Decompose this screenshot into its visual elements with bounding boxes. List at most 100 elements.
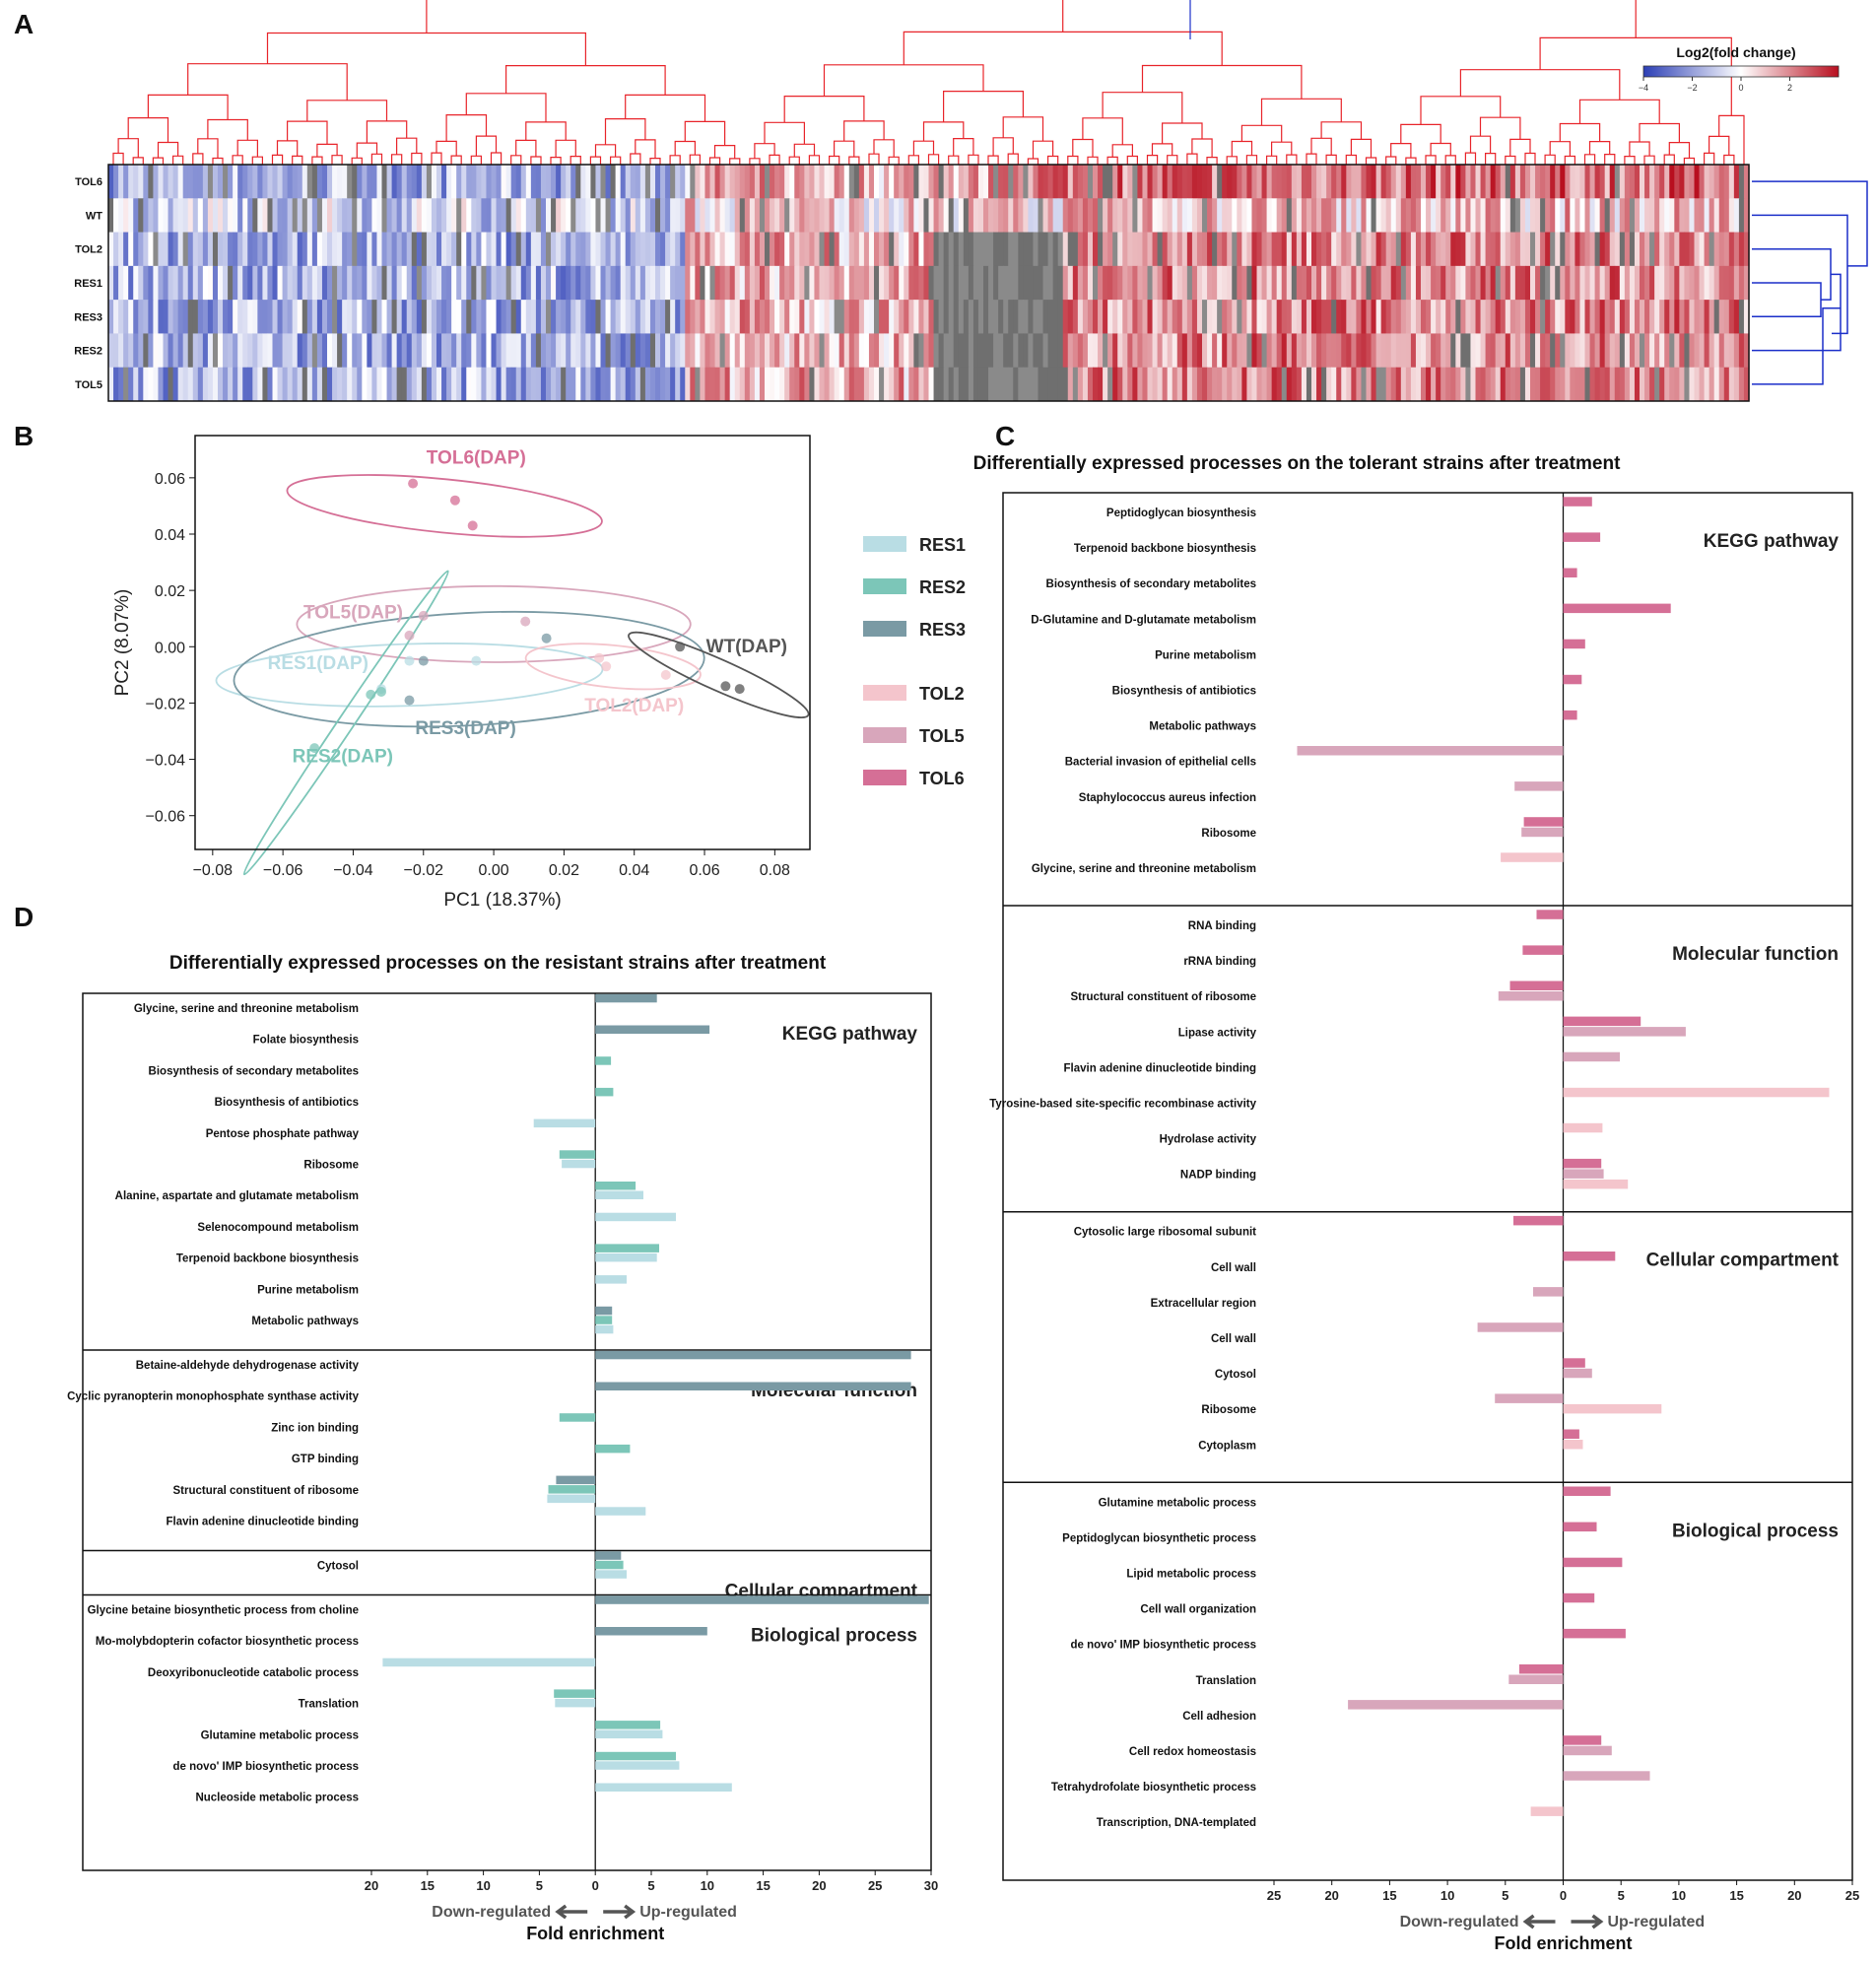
heatmap-cell [371, 165, 378, 199]
heatmap-cell [491, 265, 498, 301]
heatmap-cell [988, 300, 994, 334]
heatmap-cell [1689, 232, 1696, 267]
heatmap-cell [257, 333, 264, 369]
heatmap-cell [1385, 300, 1392, 334]
heatmap-cell [292, 198, 299, 233]
heatmap-cell [1570, 300, 1576, 334]
heatmap-cell [1008, 165, 1014, 199]
heatmap-cell [1436, 232, 1441, 267]
heatmap-cell [486, 165, 493, 199]
heatmap-cell [1042, 300, 1049, 334]
heatmap-cell [585, 232, 592, 267]
heatmap-cell [1093, 198, 1099, 233]
heatmap-cell [1599, 367, 1606, 402]
heatmap-cell [1550, 367, 1556, 402]
heatmap-cell [625, 265, 632, 301]
heatmap-cell [834, 198, 840, 233]
dendrogram-branch [1718, 114, 1745, 165]
heatmap-cell [1341, 367, 1347, 402]
confidence-ellipse [286, 474, 603, 538]
heatmap-cell [1241, 198, 1248, 233]
heatmap-cell [148, 165, 155, 199]
heatmap-cell [1023, 300, 1030, 334]
pca-y-tick-label: 0.06 [155, 471, 185, 488]
heatmap-cell [1033, 165, 1039, 199]
heatmap-cell [729, 333, 736, 369]
heatmap-cell [357, 198, 363, 233]
heatmap-cell [923, 367, 930, 402]
heatmap-cell [1545, 198, 1551, 233]
heatmap-cell [570, 265, 576, 301]
heatmap-cell [1640, 198, 1645, 233]
heatmap-cell [376, 333, 383, 369]
pca-y-tick-label: −0.04 [146, 753, 186, 770]
heatmap-cell [1127, 265, 1133, 301]
heatmap-cell [1336, 165, 1342, 199]
heatmap-cell [814, 232, 821, 267]
heatmap-cell [1584, 300, 1591, 334]
heatmap-cell [734, 165, 741, 199]
heatmap-cell [272, 232, 279, 267]
heatmap-cell [416, 232, 423, 267]
heatmap-cell [1326, 333, 1332, 369]
heatmap-cell [908, 165, 914, 199]
heatmap-cell [1480, 232, 1487, 267]
heatmap-cell [1426, 198, 1432, 233]
heatmap-cell [804, 232, 811, 267]
heatmap-cell [1589, 165, 1596, 199]
heatmap-cell [1351, 333, 1358, 369]
heatmap-cell [546, 300, 552, 334]
heatmap-cell [228, 198, 234, 233]
heatmap-cell [1530, 232, 1536, 267]
heatmap-cell [620, 300, 627, 334]
pca-y-tick-label: 0.04 [155, 527, 185, 544]
heatmap-cell [1107, 198, 1113, 233]
heatmap-cell [884, 300, 890, 334]
heatmap-cell [639, 300, 646, 334]
heatmap-cell [630, 333, 636, 369]
heatmap-cell [491, 300, 498, 334]
heatmap-cell [719, 232, 726, 267]
heatmap-cell [362, 367, 368, 402]
heatmap-cell [1132, 198, 1139, 233]
heatmap-cell [655, 367, 661, 402]
dendrogram-branch [808, 155, 821, 165]
heatmap-cell [1500, 198, 1507, 233]
heatmap-cell [1356, 232, 1363, 267]
heatmap-cell [988, 265, 994, 301]
heatmap-cell [347, 198, 353, 233]
colorbar-tick-label: 0 [1738, 83, 1743, 93]
heatmap-cell [1093, 367, 1099, 402]
heatmap-cell [525, 265, 532, 301]
heatmap-cell [838, 333, 845, 369]
heatmap-cell [1366, 333, 1373, 369]
pca-x-tick-label: 0.06 [689, 862, 719, 879]
heatmap-cell [1222, 232, 1228, 267]
heatmap-cell [858, 165, 865, 199]
heatmap-cell [660, 367, 666, 402]
right-arrow-icon [603, 1904, 636, 1920]
heatmap-cell [993, 198, 999, 233]
heatmap-cell [1241, 265, 1248, 301]
dendrogram-branch [1643, 155, 1655, 165]
heatmap-cell [1232, 300, 1238, 334]
heatmap-cell [635, 232, 641, 267]
heatmap-cell [1609, 300, 1616, 334]
heatmap-cell [123, 300, 129, 334]
heatmap-cell [376, 300, 383, 334]
heatmap-cell [1733, 165, 1740, 199]
heatmap-cell [1664, 333, 1670, 369]
heatmap-cell [1380, 265, 1387, 301]
heatmap-cell [1514, 367, 1521, 402]
heatmap-cell [770, 232, 775, 267]
heatmap-cell [704, 300, 711, 334]
heatmap-cell [1291, 367, 1298, 402]
heatmap-cell [1082, 367, 1089, 402]
heatmap-cell [639, 198, 646, 233]
row-label: Purine metabolism [1155, 649, 1256, 661]
heatmap-cell [168, 198, 174, 233]
heatmap-cell [1147, 198, 1154, 233]
heatmap-cell [321, 300, 328, 334]
heatmap-cell [595, 232, 602, 267]
